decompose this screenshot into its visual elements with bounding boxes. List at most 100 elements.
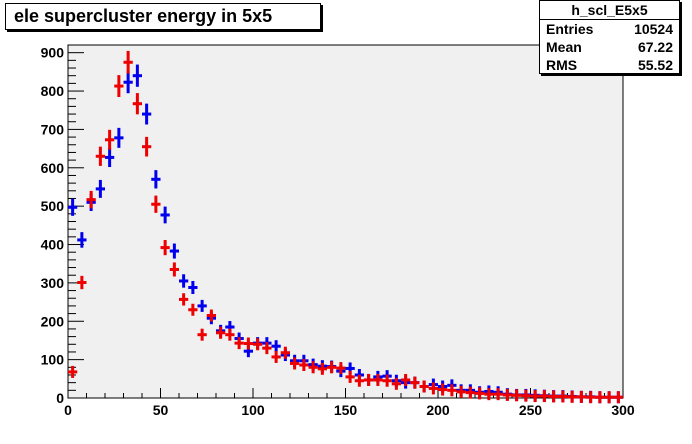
data-point — [428, 382, 438, 395]
data-series — [68, 50, 623, 404]
stats-label: Mean — [546, 39, 582, 55]
data-point — [558, 390, 568, 403]
y-tick-label: 100 — [41, 352, 65, 368]
data-point — [243, 337, 253, 350]
data-point — [512, 389, 522, 402]
data-point — [188, 303, 198, 316]
x-tick-label: 50 — [153, 402, 169, 418]
data-point — [160, 206, 170, 224]
data-point — [364, 373, 374, 386]
data-point — [317, 362, 327, 375]
data-point — [142, 136, 152, 157]
data-point — [95, 146, 105, 166]
data-point — [105, 129, 115, 150]
y-tick-label: 700 — [41, 121, 65, 137]
data-point — [197, 299, 207, 312]
data-point — [216, 326, 226, 339]
y-tick-label: 800 — [41, 83, 65, 99]
data-point — [253, 338, 263, 351]
data-point — [613, 391, 623, 404]
data-point — [151, 195, 161, 213]
x-tick-label: 300 — [611, 402, 635, 418]
data-point — [188, 280, 198, 295]
data-point — [169, 243, 179, 259]
x-tick-label: 0 — [64, 402, 72, 418]
data-point — [169, 262, 179, 277]
data-point — [290, 357, 300, 370]
data-point — [484, 388, 494, 401]
y-tick-label: 200 — [41, 313, 65, 329]
data-point — [327, 361, 337, 374]
stats-value: 10524 — [634, 21, 673, 37]
data-point — [280, 346, 290, 359]
axes: 0 50 100 150 200 250 300 0 100 200 300 400 500 600 700… — [41, 45, 635, 418]
data-point — [438, 383, 448, 396]
data-point — [225, 328, 235, 341]
stats-label: Entries — [546, 21, 594, 37]
y-tick-label: 300 — [41, 275, 65, 291]
stats-name: h_scl_E5x5 — [540, 1, 679, 20]
data-point — [68, 365, 78, 378]
data-point — [86, 190, 96, 209]
stats-value: 55.52 — [637, 57, 673, 73]
data-point — [502, 388, 512, 401]
data-point — [373, 373, 383, 386]
stats-label: RMS — [546, 57, 578, 73]
data-point — [401, 373, 411, 386]
data-point — [521, 389, 531, 402]
data-point — [530, 390, 540, 403]
data-point — [197, 328, 207, 341]
data-point — [123, 71, 133, 94]
data-point — [308, 361, 318, 374]
data-point — [105, 147, 115, 168]
y-tick-label: 900 — [41, 45, 65, 61]
data-point — [539, 390, 549, 403]
data-point — [345, 370, 355, 383]
data-point — [132, 64, 142, 87]
y-tick-label: 0 — [56, 390, 64, 406]
data-point — [576, 390, 586, 403]
data-point — [567, 390, 577, 403]
data-point — [410, 376, 420, 389]
data-point — [262, 342, 272, 355]
data-point — [114, 75, 124, 97]
x-tick-label: 250 — [519, 402, 543, 418]
stats-value: 67.22 — [637, 39, 673, 55]
data-point — [123, 50, 133, 74]
data-point — [160, 239, 170, 256]
stats-row-entries: Entries 10524 — [540, 20, 679, 38]
data-point — [419, 380, 429, 393]
data-point — [456, 385, 466, 398]
data-point — [299, 359, 309, 372]
data-point — [391, 377, 401, 390]
data-point — [271, 340, 281, 353]
data-point — [68, 198, 78, 216]
stats-box: h_scl_E5x5 Entries 10524 Mean 67.22 RMS … — [539, 0, 680, 74]
data-point — [179, 274, 189, 288]
y-tick-label: 500 — [41, 198, 65, 214]
x-tick-label: 200 — [426, 402, 450, 418]
y-tick-label: 600 — [41, 160, 65, 176]
data-point — [234, 337, 244, 350]
data-point — [549, 390, 559, 403]
data-point — [114, 127, 124, 148]
data-point — [493, 388, 503, 401]
data-point — [132, 93, 142, 115]
x-tick-label: 100 — [241, 402, 265, 418]
y-tick-label: 400 — [41, 237, 65, 253]
data-point — [465, 386, 475, 399]
stats-row-rms: RMS 55.52 — [540, 56, 679, 74]
data-point — [142, 103, 152, 125]
data-point — [586, 391, 596, 404]
data-point — [151, 170, 161, 189]
data-point — [179, 293, 189, 306]
data-point — [336, 362, 346, 375]
data-point — [271, 350, 281, 363]
plot-frame — [67, 44, 624, 399]
stats-row-mean: Mean 67.22 — [540, 38, 679, 56]
data-point — [604, 391, 614, 404]
data-point — [95, 179, 105, 198]
chart-title: ele supercluster energy in 5x5 — [5, 3, 321, 30]
